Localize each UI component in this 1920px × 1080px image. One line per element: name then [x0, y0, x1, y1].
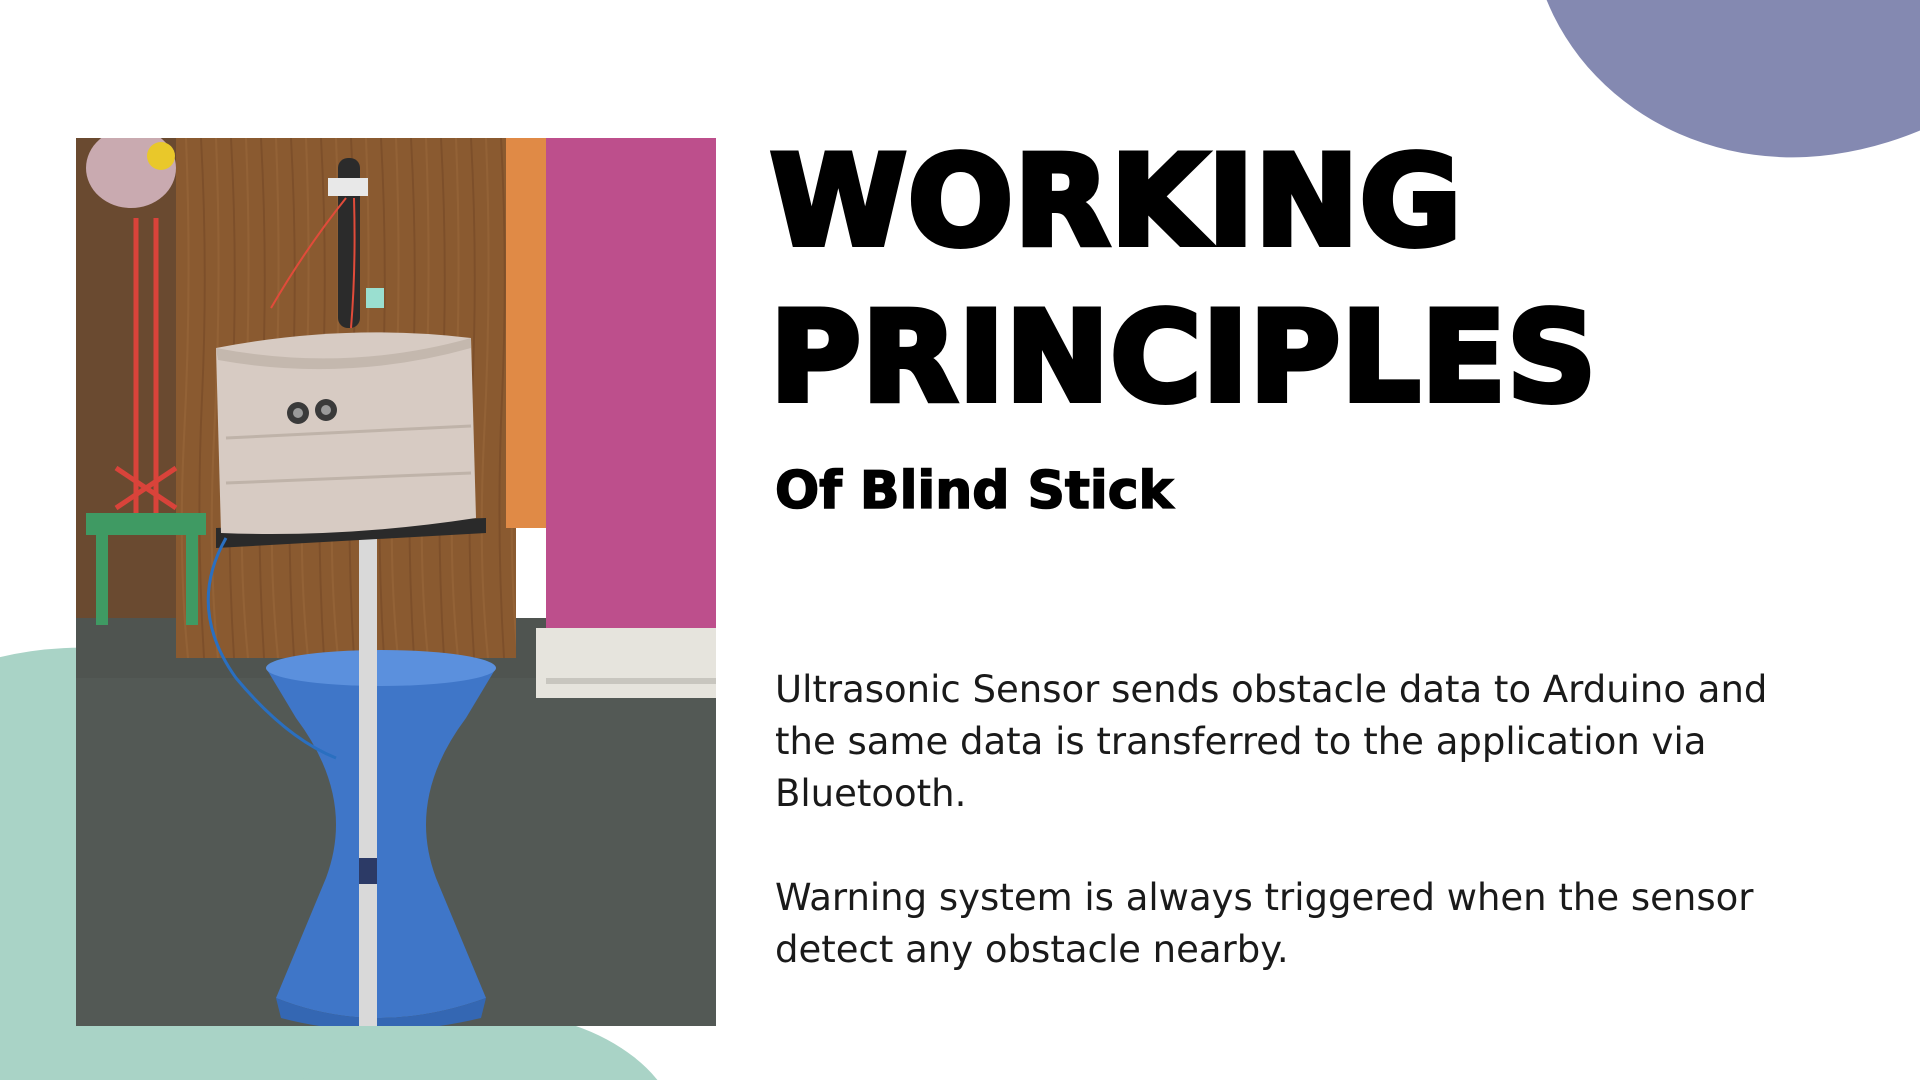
slide-subtitle: Of Blind Stick [774, 460, 1174, 522]
slide-title-line-2: PRINCIPLES [767, 283, 1599, 433]
paragraph-warning-system: Warning system is always triggered when … [775, 876, 1754, 971]
paragraph-sensor-data: Ultrasonic Sensor sends obstacle data to… [775, 668, 1768, 815]
slide-title-line-1: WORKING [767, 127, 1464, 277]
slide-title: WORKING PRINCIPLES [767, 124, 1599, 436]
blind-stick-photo [76, 138, 716, 1026]
